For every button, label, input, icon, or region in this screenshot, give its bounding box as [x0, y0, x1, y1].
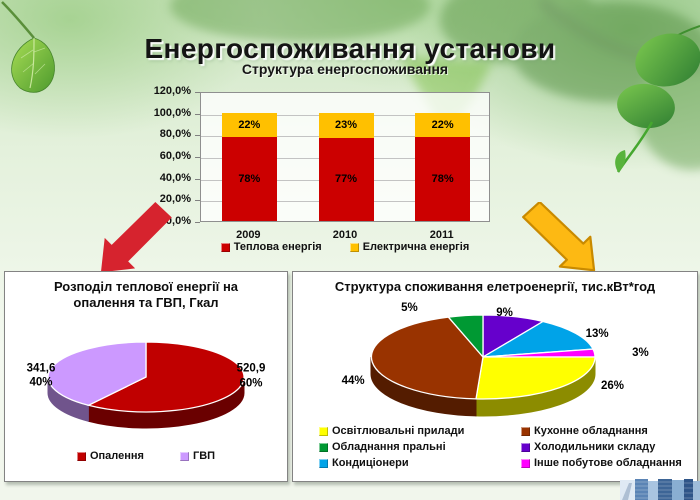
pie-slice-label: 9% — [496, 307, 513, 320]
bar-segment: 22% — [415, 112, 471, 137]
legend-label: ГВП — [192, 450, 216, 462]
legend-item: Обладнання пральні — [319, 441, 519, 453]
pie-slice-label: 520,9 60% — [236, 362, 266, 390]
electricity-pie-chart — [370, 314, 596, 417]
pie-slice-label: 3% — [632, 346, 649, 359]
pie-slice — [47, 341, 147, 406]
bar-segment: 22% — [221, 112, 277, 137]
pie-slice — [475, 356, 596, 400]
pie-slice-label: 26% — [600, 379, 624, 392]
pie-slice — [482, 320, 595, 358]
legend-label: Кондиціонери — [332, 457, 409, 469]
y-axis-tick-label: 100,0% — [153, 106, 191, 119]
legend-swatch — [76, 451, 86, 461]
legend-item: Кондиціонери — [319, 457, 519, 469]
legend-label: Опалення — [89, 450, 144, 462]
pie-slice-label: 13% — [585, 327, 609, 340]
legend-swatch — [319, 442, 328, 452]
legend-label: Освітлювальні прилади — [332, 425, 465, 437]
y-axis-tick — [195, 135, 200, 137]
legend-swatch — [319, 458, 328, 468]
y-axis-tick-label: 40,0% — [159, 171, 191, 184]
legend-item: Холодильники складу — [521, 441, 682, 453]
bar-segment: 23% — [318, 112, 374, 138]
y-axis-tick-label: 80,0% — [159, 128, 191, 141]
legend-item: Теплова енергія — [220, 241, 322, 253]
stacked-bar-2009: 78% 22% — [221, 112, 277, 221]
legend-swatch — [521, 426, 530, 436]
y-axis-tick-label: 0,0% — [165, 215, 191, 227]
y-axis-tick-label: 60,0% — [159, 150, 191, 162]
y-axis-tick — [195, 222, 200, 223]
electricity-structure-pie-panel: Структура споживання елетроенергії, тис.… — [292, 271, 698, 482]
legend-swatch — [521, 458, 530, 468]
red-arrow-down-left-icon — [100, 202, 172, 273]
pie-slice-label: 341,6 40% — [26, 362, 56, 389]
x-axis-label: 2009 — [236, 229, 261, 241]
electricity-pie-title: Структура споживання елетроенергії, тис.… — [334, 279, 656, 294]
heat-pie-title: Розподіл теплової енергії на опалення та… — [53, 279, 239, 311]
y-axis-tick-label: 20,0% — [159, 193, 191, 206]
legend-item: Освітлювальні прилади — [319, 425, 519, 437]
pie-slice-label: 5% — [401, 301, 418, 314]
stacked-bar-2010: 77% 23% — [318, 112, 374, 221]
heat-distribution-pie-panel: Розподіл теплової енергії на опалення та… — [4, 271, 288, 482]
legend-item: Кухонне обладнання — [521, 425, 682, 437]
legend-swatch — [220, 242, 230, 252]
energy-structure-bar-chart: 78% 22% 77% 23% 78% 22% 0,0% 20,0% 40,0% 60,0% 80… — [154, 85, 490, 241]
pie-slice — [447, 314, 484, 359]
pie-slice — [86, 341, 245, 413]
pie-slice-label: 44% — [341, 374, 365, 387]
bar-segment: 78% — [415, 136, 471, 221]
legend-label: Електрична енергія — [362, 241, 470, 253]
yellow-arrow-down-right-icon — [522, 202, 596, 272]
legend-item: ГВП — [179, 450, 216, 462]
legend-label: Кухонне обладнання — [534, 425, 648, 437]
legend-item: Електрична енергія — [349, 241, 470, 253]
legend-label: Обладнання пральні — [332, 441, 446, 453]
legend-swatch — [349, 242, 359, 252]
legend-item: Опалення — [76, 450, 144, 462]
bar-segment: 78% — [221, 136, 277, 221]
bar-chart-title: Структура енергоспоживання — [241, 61, 449, 77]
legend-label: Холодильники складу — [534, 441, 656, 453]
bar-chart-legend: Теплова енергія Електрична енергія — [170, 241, 520, 253]
legend-item: Інше побутове обладнання — [521, 457, 682, 469]
slide-title: Енергоспоживання установи — [144, 32, 556, 64]
bar-chart-plot-area: 78% 22% 77% 23% 78% 22% — [200, 92, 490, 222]
legend-label: Теплова енергія — [233, 241, 322, 253]
heat-pie-chart — [47, 341, 245, 429]
stacked-bar-2011: 78% 22% — [415, 112, 471, 221]
x-axis-label: 2010 — [332, 229, 358, 241]
x-axis-label: 2011 — [429, 229, 454, 241]
y-axis-tick — [195, 178, 200, 180]
y-axis-tick — [195, 92, 200, 93]
legend-swatch — [179, 451, 189, 461]
y-axis-tick — [195, 113, 200, 115]
electricity-pie-legend: Освітлювальні прилади Кухонне обладнання О… — [319, 425, 682, 469]
bar-segment: 77% — [318, 137, 374, 221]
buildings-clipart-icon — [620, 479, 700, 500]
y-axis-tick-label: 120,0% — [153, 85, 191, 97]
pie-slice — [370, 316, 484, 400]
legend-swatch — [319, 426, 328, 436]
legend-swatch — [521, 442, 530, 452]
heat-pie-legend: Опалення ГВП — [5, 450, 287, 462]
y-axis-tick — [195, 157, 200, 158]
y-axis-tick — [195, 200, 200, 202]
legend-label: Інше побутове обладнання — [534, 457, 682, 469]
